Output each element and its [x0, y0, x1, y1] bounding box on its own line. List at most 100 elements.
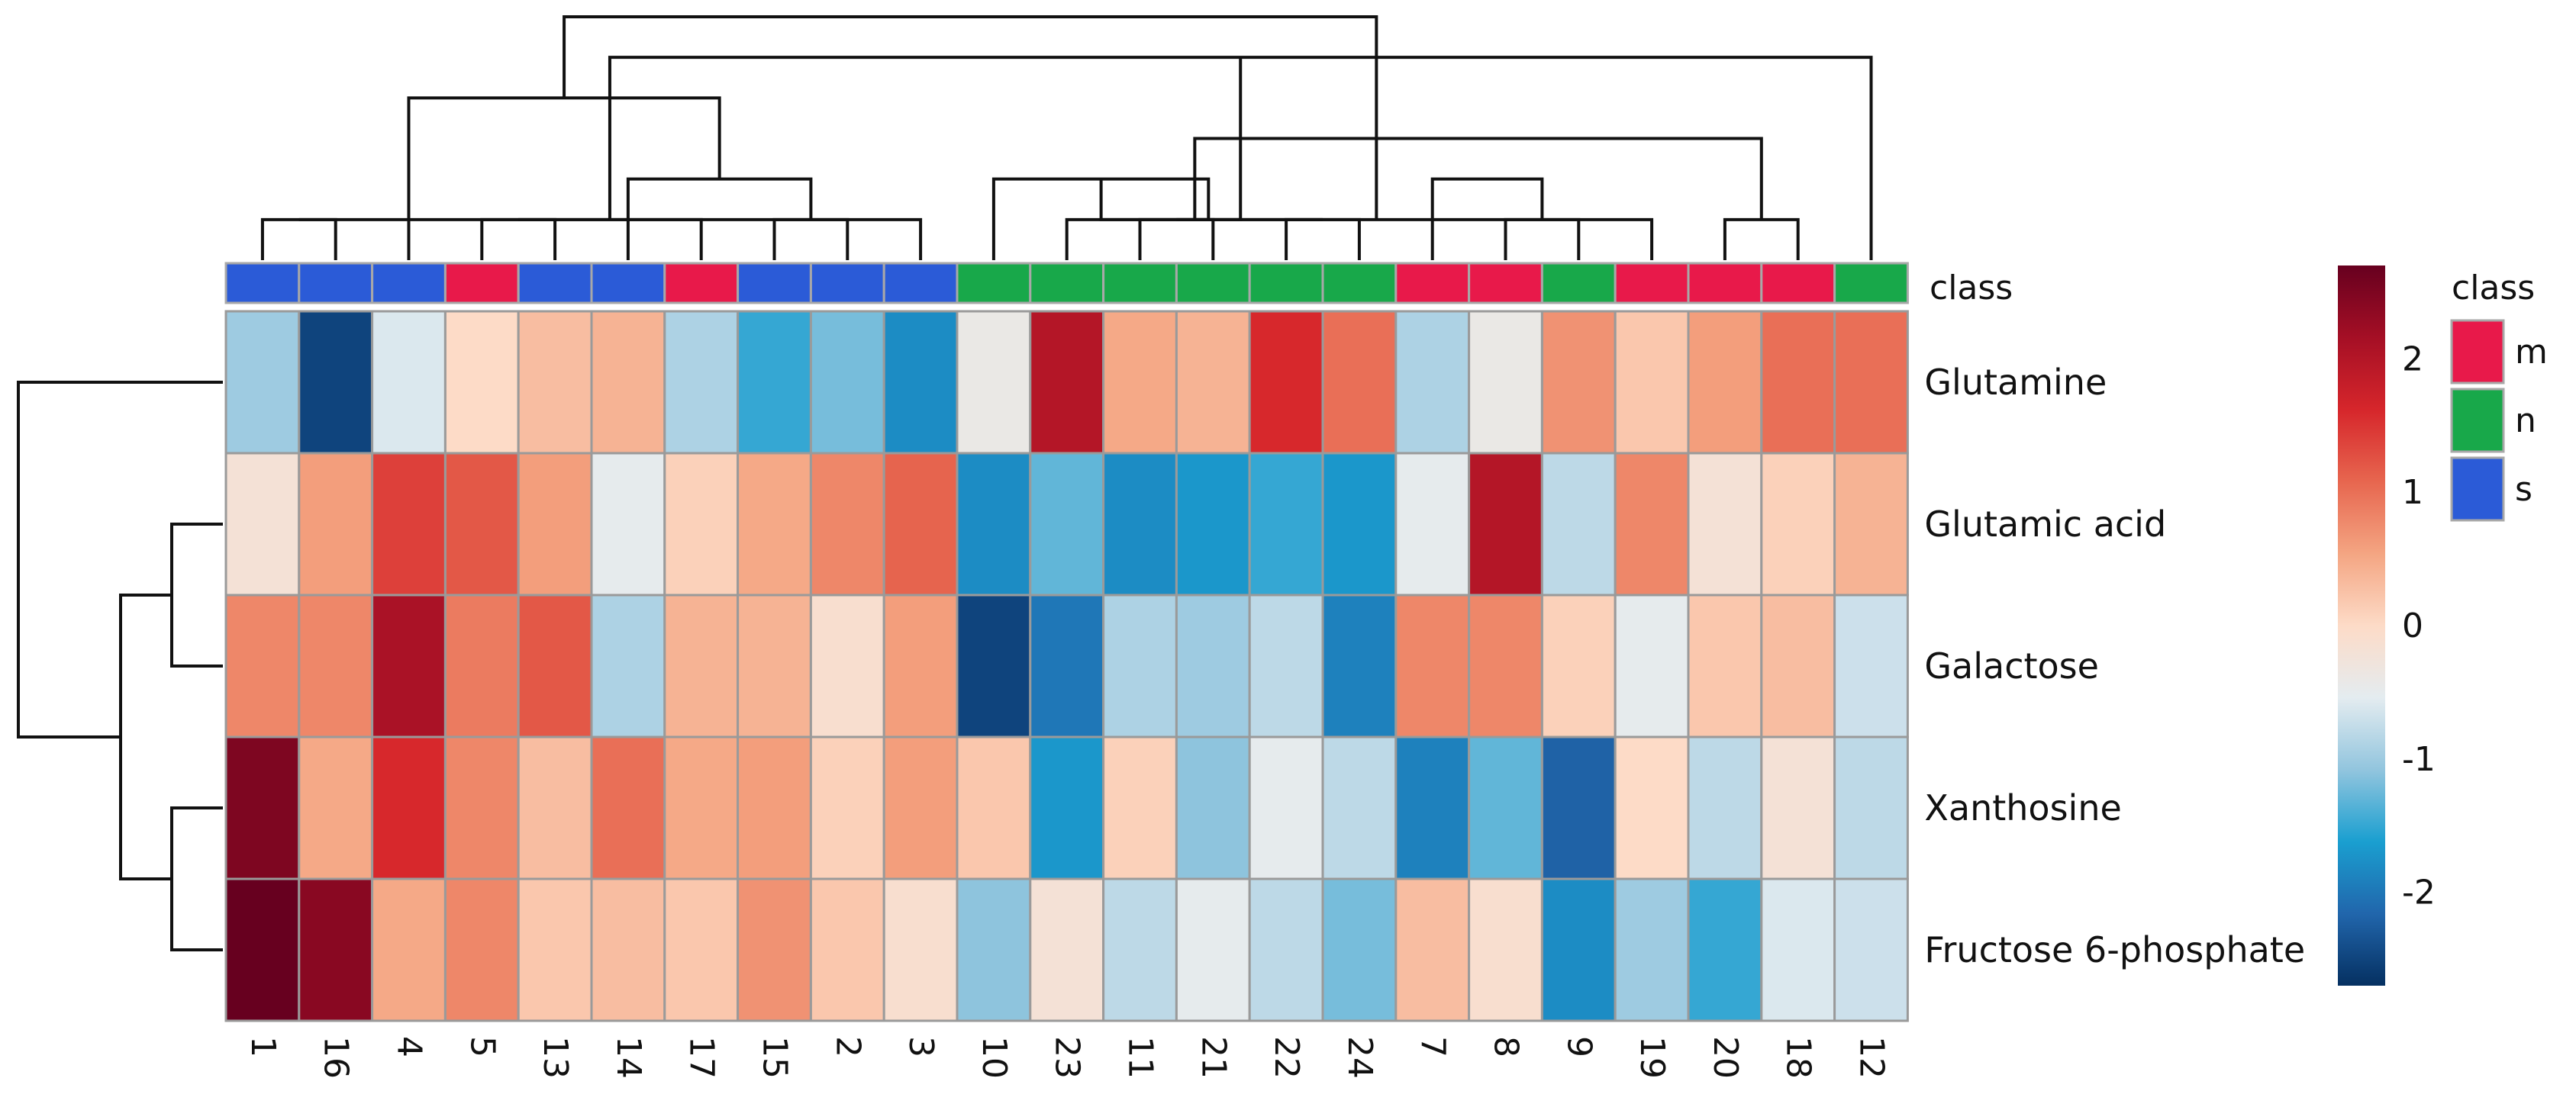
column-label: 3: [901, 1036, 940, 1057]
class-cell: [1760, 262, 1836, 304]
heatmap-cell: [1321, 735, 1398, 880]
row-labels: Glutamine Glutamic acid Galactose Xanthosin…: [1924, 362, 2305, 970]
heatmap-cell: [298, 310, 374, 455]
heatmap-cell: [443, 877, 520, 1022]
dendrogram-branch: [1193, 137, 1763, 220]
heatmap-cell: [1248, 310, 1324, 455]
legend-swatch: [2450, 456, 2505, 522]
heatmap-cell: [663, 594, 740, 739]
dendrogram-branch: [170, 523, 223, 668]
heatmap-cell: [1175, 735, 1251, 880]
dendrogram-branch: [563, 15, 1378, 220]
class-cell: [224, 262, 301, 304]
heatmap-cell: [1468, 877, 1543, 1022]
heatmap-cell: [1321, 310, 1398, 455]
column-label: 11: [1121, 1036, 1160, 1079]
heatmap-cell: [1687, 452, 1763, 597]
column-label: 8: [1487, 1036, 1526, 1057]
heatmap-cell: [371, 452, 447, 597]
heatmap-cell: [1029, 594, 1105, 739]
class-cell: [443, 262, 520, 304]
heatmap-cell: [1687, 310, 1763, 455]
heatmap-cell: [224, 735, 301, 880]
heatmap-cell: [809, 594, 885, 739]
heatmap-cell: [663, 877, 740, 1022]
heatmap-cell: [224, 452, 301, 597]
heatmap-cell: [1614, 594, 1690, 739]
column-label: 17: [682, 1036, 721, 1079]
class-cell: [737, 262, 812, 304]
heatmap-cell: [882, 735, 959, 880]
heatmap-cell: [298, 877, 374, 1022]
heatmap-cell: [590, 310, 666, 455]
heatmap-cell: [1029, 877, 1105, 1022]
dendrogram-branch: [772, 217, 850, 260]
heatmap-cell: [1540, 452, 1617, 597]
heatmap-cell: [1248, 452, 1324, 597]
colorbar: 2 1 0 -1 -2: [2338, 265, 2436, 986]
heatmap-cell: [1687, 877, 1763, 1022]
class-legend: class mns: [2450, 269, 2548, 522]
column-label: 22: [1267, 1036, 1306, 1079]
heatmap-cell: [663, 310, 740, 455]
row-label: Fructose 6-phosphate: [1924, 929, 2305, 970]
dendrogram-branch: [1504, 217, 1581, 260]
heatmap-cell: [663, 735, 740, 880]
heatmap-cell: [1029, 452, 1105, 597]
legend-label: n: [2515, 401, 2536, 440]
heatmap-cell: [1540, 310, 1617, 455]
heatmap-cell: [737, 594, 812, 739]
column-labels: 1 16 4 5 13 14 17 15 2 3 10 23 11 21 22 24 7 8 9 19 20 18 12: [243, 1036, 1891, 1079]
colorbar-tick-label: 2: [2402, 340, 2423, 378]
column-label: 15: [756, 1036, 795, 1079]
class-cell: [809, 262, 885, 304]
heatmap-cell: [956, 594, 1032, 739]
heatmap-cell: [1029, 735, 1105, 880]
heatmap-cell: [1833, 594, 1909, 739]
heatmap-cell: [443, 452, 520, 597]
heatmap-cell: [443, 310, 520, 455]
heatmap-cell: [224, 877, 301, 1022]
dendrogram-branch: [119, 594, 172, 880]
heatmap-cell: [1760, 310, 1836, 455]
class-cell: [1175, 262, 1251, 304]
heatmap-cell: [1760, 877, 1836, 1022]
heatmap-cell: [371, 735, 447, 880]
heatmap-cell: [956, 877, 1032, 1022]
heatmap-cell: [1321, 452, 1398, 597]
class-annotation-bar: [224, 262, 1909, 304]
class-cell: [1394, 262, 1471, 304]
heatmap-cell: [663, 452, 740, 597]
class-cell: [663, 262, 740, 304]
heatmap-cell: [1248, 877, 1324, 1022]
heatmap-cell: [1175, 452, 1251, 597]
class-cell: [590, 262, 666, 304]
heatmap-cell: [809, 310, 885, 455]
column-dendrogram: [260, 15, 1873, 260]
column-label: 9: [1559, 1036, 1598, 1057]
heatmap-cell: [956, 452, 1032, 597]
heatmap-cell: [1833, 310, 1909, 455]
heatmap-cell: [1614, 877, 1690, 1022]
class-cell: [517, 262, 593, 304]
dendrogram-branch: [1430, 177, 1544, 260]
column-label: 2: [828, 1036, 867, 1057]
heatmap-cell: [517, 735, 593, 880]
class-bar-label: class: [1930, 269, 2013, 307]
heatmap-cell: [1540, 877, 1617, 1022]
class-cell: [1029, 262, 1105, 304]
column-label: 16: [317, 1036, 356, 1079]
heatmap-cell: [1175, 310, 1251, 455]
heatmap-cell: [1468, 594, 1543, 739]
heatmap-cell: [371, 877, 447, 1022]
heatmap-cell: [1175, 594, 1251, 739]
column-label: 21: [1194, 1036, 1233, 1079]
class-cell: [1540, 262, 1617, 304]
class-cell: [298, 262, 374, 304]
column-label: 5: [463, 1036, 501, 1057]
class-cell: [1248, 262, 1324, 304]
heatmap-cell: [371, 310, 447, 455]
class-cell: [1102, 262, 1178, 304]
dendrogram-branch: [1285, 217, 1361, 260]
heatmap-cell: [737, 735, 812, 880]
